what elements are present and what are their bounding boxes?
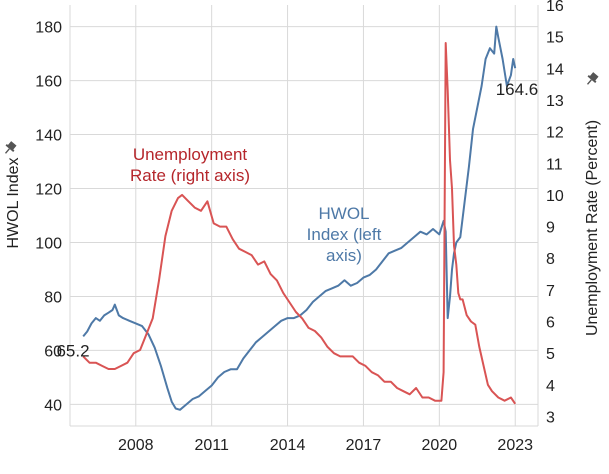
right-axis-ticks: 3 4 5 6 7 8 9 10 11 12 13 14 15 16 — [546, 0, 564, 427]
left-tick-label: 40 — [44, 397, 62, 414]
pin-icon[interactable] — [2, 140, 18, 156]
left-tick-label: 180 — [35, 20, 62, 37]
right-tick-label: 11 — [546, 156, 563, 173]
chart-frame — [69, 5, 539, 427]
right-tick-label: 9 — [546, 220, 555, 237]
hwol-index-line — [82, 25, 517, 411]
endpoint-value-label: 164.6 — [496, 80, 539, 99]
left-tick-label: 60 — [44, 343, 62, 360]
x-tick-label: 2011 — [194, 437, 229, 454]
grid — [70, 5, 538, 426]
right-tick-label: 6 — [546, 315, 555, 332]
left-tick-label: 140 — [35, 128, 62, 145]
x-axis-ticks: 2008 2011 2014 2017 2020 2023 — [118, 437, 533, 454]
right-tick-label: 8 — [546, 251, 555, 268]
left-axis-ticks: 40 60 80 100 120 140 160 180 — [35, 20, 62, 415]
series-lines — [82, 25, 517, 411]
left-tick-label: 120 — [35, 182, 62, 199]
pin-icon[interactable] — [584, 71, 600, 87]
left-tick-label: 100 — [35, 235, 62, 252]
right-tick-label: 16 — [546, 0, 564, 15]
right-tick-label: 5 — [546, 346, 555, 363]
right-axis-label: Unemployment Rate (Percent) — [584, 120, 601, 336]
endpoint-value-label: 65.2 — [56, 341, 89, 360]
hwol-series-label: HWOL Index (left axis) — [307, 204, 382, 265]
unemployment-label-line-2: Rate (right axis) — [130, 166, 250, 185]
left-tick-label: 80 — [44, 289, 62, 306]
right-tick-label: 13 — [546, 93, 564, 110]
x-tick-label: 2023 — [497, 437, 533, 454]
unemployment-series-label: Unemployment Rate (right axis) — [130, 145, 250, 185]
x-tick-label: 2014 — [270, 437, 306, 454]
unemployment-label-line-1: Unemployment — [133, 145, 248, 164]
right-tick-label: 10 — [546, 188, 564, 205]
right-tick-label: 3 — [546, 410, 555, 427]
right-tick-label: 4 — [546, 378, 555, 395]
right-tick-label: 14 — [546, 61, 564, 78]
unemployment-rate-line — [82, 42, 517, 405]
x-tick-label: 2008 — [118, 437, 154, 454]
left-axis-label: HWOL Index — [5, 158, 22, 249]
right-tick-label: 12 — [546, 125, 564, 142]
hwol-label-line-1: HWOL — [319, 204, 370, 223]
x-tick-label: 2017 — [346, 437, 382, 454]
right-tick-label: 7 — [546, 283, 555, 300]
left-tick-label: 160 — [35, 74, 62, 91]
hwol-label-line-2: Index (left — [307, 225, 382, 244]
x-tick-label: 2020 — [422, 437, 458, 454]
hwol-label-line-3: axis) — [326, 246, 362, 265]
annotations: 65.2 164.6 — [56, 80, 538, 360]
right-tick-label: 15 — [546, 30, 564, 47]
